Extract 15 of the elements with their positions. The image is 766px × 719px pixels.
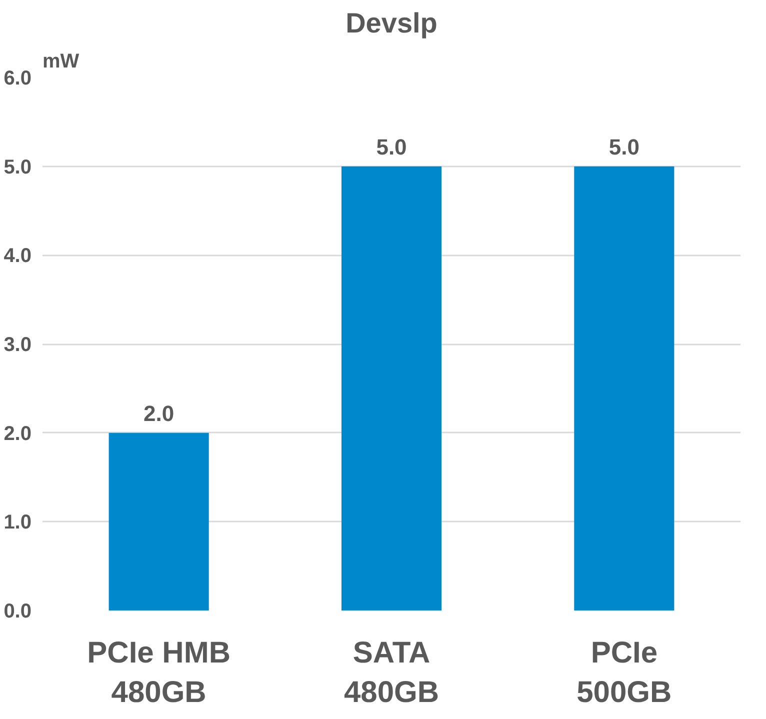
data-label: 2.0	[144, 400, 174, 426]
x-tick-label: PCIe 500GB	[576, 636, 672, 710]
y-tick-label: 4.0	[4, 245, 32, 268]
y-axis-title: mW	[42, 50, 80, 72]
x-tick-label: SATA 480GB	[344, 636, 440, 710]
y-tick-label: 5.0	[4, 156, 32, 178]
y-tick-label: 0.0	[4, 600, 32, 622]
data-label: 5.0	[608, 134, 640, 160]
x-tick-label: PCIe HMB 480GB	[87, 636, 231, 710]
y-tick-label: 1.0	[4, 512, 32, 534]
y-tick-label: 2.0	[4, 422, 32, 445]
y-tick-label: 6.0	[4, 68, 32, 90]
data-label: 5.0	[376, 134, 407, 160]
y-tick-label: 3.0	[4, 334, 32, 356]
chart-title: Devslp	[346, 8, 438, 38]
